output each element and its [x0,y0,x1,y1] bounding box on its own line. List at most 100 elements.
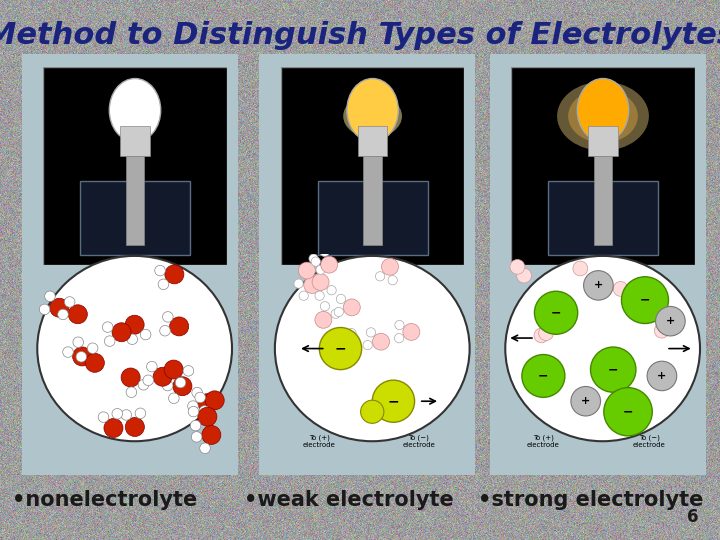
Circle shape [510,260,525,274]
Circle shape [336,294,346,303]
Circle shape [654,323,669,338]
Circle shape [647,361,677,391]
Text: −: − [538,369,549,382]
Bar [594,156,612,245]
Ellipse shape [577,78,629,142]
Text: Method to Distinguish Types of Electrolytes: Method to Distinguish Types of Electroly… [0,21,720,50]
Circle shape [125,417,145,436]
Circle shape [143,375,153,386]
Circle shape [584,271,613,300]
Circle shape [188,401,198,411]
Circle shape [372,333,390,350]
Circle shape [112,408,122,419]
Circle shape [372,380,415,422]
Circle shape [140,329,151,340]
Circle shape [395,320,404,330]
Circle shape [165,265,184,284]
Text: +: + [666,316,675,326]
Text: To (−)
electrode: To (−) electrode [402,434,435,448]
Circle shape [104,418,123,437]
Circle shape [63,347,73,357]
Bar [358,126,387,156]
Circle shape [539,326,554,341]
Circle shape [363,340,372,350]
Text: •strong electrolyte: •strong electrolyte [477,489,703,510]
Circle shape [125,315,144,334]
Text: +: + [594,280,603,291]
Circle shape [395,334,404,343]
Circle shape [361,400,384,423]
Circle shape [121,410,132,420]
Circle shape [316,265,325,274]
Text: −: − [623,405,634,418]
Polygon shape [318,181,428,255]
Circle shape [517,268,531,283]
Ellipse shape [275,256,469,441]
Circle shape [163,312,173,322]
Circle shape [656,307,685,336]
Circle shape [636,291,652,306]
Text: −: − [387,394,399,408]
Text: To (+)
electrode: To (+) electrode [303,434,336,448]
Circle shape [45,291,55,301]
Circle shape [403,323,420,340]
Circle shape [366,328,376,337]
Polygon shape [80,181,190,255]
FancyBboxPatch shape [255,45,480,484]
Circle shape [135,408,145,418]
Circle shape [85,353,104,372]
Text: 6: 6 [687,509,698,526]
Circle shape [170,317,189,336]
Circle shape [199,443,210,454]
Circle shape [147,361,157,372]
Circle shape [336,336,354,354]
Circle shape [188,406,199,417]
Circle shape [183,366,194,376]
Circle shape [334,307,343,316]
Text: −: − [640,294,650,307]
Circle shape [68,305,87,324]
Ellipse shape [343,94,402,138]
Circle shape [199,406,210,416]
Circle shape [347,328,356,338]
Circle shape [534,328,549,343]
Circle shape [168,393,179,403]
Circle shape [160,326,171,336]
Circle shape [304,276,320,293]
Circle shape [162,380,173,391]
Circle shape [138,380,149,390]
Circle shape [621,277,668,323]
Circle shape [102,322,113,333]
Text: +: + [657,371,667,381]
Circle shape [76,352,86,362]
Circle shape [604,388,652,436]
Circle shape [309,254,318,263]
Circle shape [320,256,338,273]
Circle shape [320,247,329,256]
Ellipse shape [505,256,700,441]
Circle shape [319,327,361,369]
Circle shape [192,387,202,398]
Circle shape [573,261,588,276]
Circle shape [87,343,98,354]
Circle shape [294,279,303,288]
Circle shape [112,323,131,342]
Circle shape [315,312,332,328]
Circle shape [311,257,320,266]
Text: •nonelectrolyte: •nonelectrolyte [12,489,197,510]
Text: To (−)
electrode: To (−) electrode [633,434,665,448]
Circle shape [155,265,166,276]
Text: −: − [608,363,618,376]
Circle shape [198,394,217,413]
Circle shape [333,328,343,338]
Circle shape [164,360,183,379]
Circle shape [40,304,50,315]
Circle shape [299,291,308,300]
Circle shape [127,334,138,345]
Circle shape [50,298,69,317]
Ellipse shape [347,78,398,142]
Circle shape [205,391,224,410]
Ellipse shape [109,78,161,142]
Circle shape [331,309,341,319]
Circle shape [126,387,137,397]
